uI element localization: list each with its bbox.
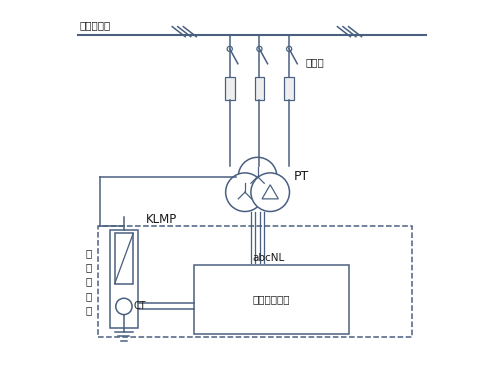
- Text: KLMP: KLMP: [146, 213, 177, 226]
- Text: 智能监测设备: 智能监测设备: [253, 294, 290, 304]
- Text: 敏: 敏: [86, 263, 92, 273]
- Text: 谐: 谐: [86, 291, 92, 301]
- Circle shape: [226, 173, 264, 212]
- Text: 隔离刀: 隔离刀: [306, 58, 325, 68]
- Text: PT: PT: [294, 170, 309, 183]
- Circle shape: [238, 157, 277, 196]
- Circle shape: [251, 173, 289, 212]
- Text: 器: 器: [86, 305, 92, 315]
- Bar: [114, 233, 133, 284]
- Bar: [225, 77, 234, 100]
- Text: 流: 流: [86, 248, 92, 258]
- Bar: [284, 77, 294, 100]
- Bar: [110, 230, 138, 328]
- Text: CT: CT: [133, 301, 146, 312]
- Circle shape: [257, 46, 262, 52]
- Bar: [195, 265, 349, 334]
- Circle shape: [227, 46, 232, 52]
- Bar: [255, 77, 264, 100]
- Text: abcNL: abcNL: [252, 253, 284, 263]
- Text: 高压主母线: 高压主母线: [80, 20, 111, 30]
- Circle shape: [116, 298, 132, 315]
- Circle shape: [286, 46, 292, 52]
- Bar: [98, 226, 412, 337]
- Text: 消: 消: [86, 277, 92, 286]
